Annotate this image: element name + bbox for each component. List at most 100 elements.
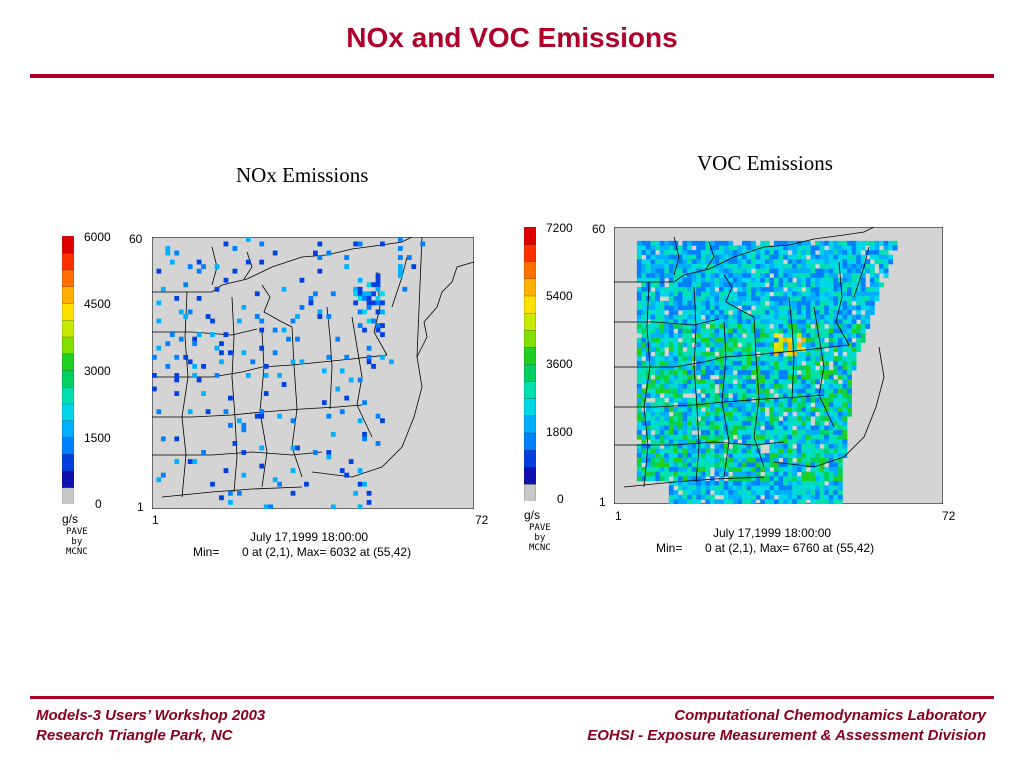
emission-cell <box>682 494 688 500</box>
emission-cell <box>810 430 816 436</box>
emission-cell <box>805 494 811 500</box>
emission-cell <box>687 499 692 504</box>
emission-cell <box>214 345 220 351</box>
emission-cell <box>641 287 647 292</box>
emission-cell <box>641 337 647 343</box>
emission-cell <box>810 494 816 500</box>
emission-cell <box>687 333 692 339</box>
emission-cell <box>787 402 793 408</box>
emission-cell <box>856 263 862 269</box>
emission-cell <box>664 443 670 449</box>
emission-cell <box>746 360 752 366</box>
emission-cell <box>837 388 843 394</box>
emission-cell <box>819 393 825 399</box>
emission-cell <box>833 347 839 352</box>
emission-cell <box>815 490 820 496</box>
emission-cell <box>760 499 766 504</box>
emission-cell <box>737 365 743 371</box>
emission-cell <box>700 259 706 265</box>
emission-cell <box>636 393 642 399</box>
emission-cell <box>805 314 811 320</box>
emission-cell <box>805 379 811 385</box>
emission-cell <box>709 319 715 325</box>
emission-cell <box>737 485 743 491</box>
emission-cell <box>755 471 761 477</box>
emission-cell <box>773 476 779 482</box>
emission-cell <box>842 347 848 352</box>
emission-cell <box>824 287 830 292</box>
emission-cell <box>313 250 318 256</box>
emission-cell <box>664 333 670 339</box>
emission-cell <box>796 467 802 472</box>
emission-cell <box>705 291 711 297</box>
emission-cell <box>326 450 332 455</box>
emission-cell <box>787 471 793 477</box>
emission-cell <box>687 397 692 403</box>
emission-cell <box>645 356 651 362</box>
emission-cell <box>668 310 674 316</box>
emission-cell <box>796 439 802 445</box>
emission-cell <box>659 337 665 343</box>
emission-cell <box>746 277 752 283</box>
emission-cell <box>787 480 793 486</box>
emission-cell <box>824 277 830 283</box>
emission-cell <box>677 254 683 260</box>
emission-cell <box>719 397 724 403</box>
emission-cell <box>691 259 697 265</box>
emission-cell <box>824 268 830 274</box>
emission-cell <box>755 393 761 399</box>
emission-cell <box>673 374 679 380</box>
emission-cell <box>737 319 743 325</box>
emission-cell <box>705 430 711 436</box>
emission-cell <box>760 300 766 306</box>
emission-cell <box>691 263 697 269</box>
emission-cell <box>700 457 706 463</box>
emission-cell <box>687 287 692 292</box>
emission-cell <box>801 300 807 306</box>
emission-cell <box>828 457 834 463</box>
emission-cell <box>783 314 788 320</box>
emission-cell <box>837 374 843 380</box>
emission-cell <box>778 420 784 426</box>
emission-cell <box>783 333 788 339</box>
nox-panel-title: NOx Emissions <box>236 163 369 187</box>
emission-cell <box>828 471 834 477</box>
emission-cell <box>865 263 871 269</box>
emission-cell <box>645 250 651 255</box>
emission-cell <box>874 245 880 251</box>
emission-cell <box>709 499 715 504</box>
emission-cell <box>677 333 683 339</box>
emission-cell <box>719 240 724 246</box>
emission-cell <box>810 365 816 371</box>
emission-cell <box>787 319 793 325</box>
emission-cell <box>792 471 798 477</box>
emission-cell <box>824 457 830 463</box>
emission-cell <box>755 448 761 454</box>
emission-cell <box>801 453 807 459</box>
emission-cell <box>773 453 779 459</box>
emission-cell <box>828 411 834 417</box>
emission-cell <box>773 383 779 389</box>
emission-cell <box>815 425 820 431</box>
emission-cell <box>668 282 674 288</box>
emission-cell <box>796 480 802 486</box>
emission-cell <box>751 328 756 334</box>
emission-cell <box>156 409 162 415</box>
emission-cell <box>719 443 724 449</box>
emission-cell <box>769 462 775 468</box>
emission-cell <box>655 379 660 385</box>
emission-cell <box>847 310 852 316</box>
emission-cell <box>787 462 793 468</box>
emission-cell <box>650 402 656 408</box>
emission-cell <box>696 310 702 316</box>
emission-cell <box>655 471 660 477</box>
emission-cell <box>664 268 670 274</box>
emission-cell <box>773 314 779 320</box>
emission-cell <box>714 402 720 408</box>
emission-cell <box>650 420 656 426</box>
emission-cell <box>760 333 766 339</box>
emission-cell <box>837 383 843 389</box>
emission-cell <box>677 480 683 486</box>
emission-cell <box>842 314 848 320</box>
emission-cell <box>696 411 702 417</box>
